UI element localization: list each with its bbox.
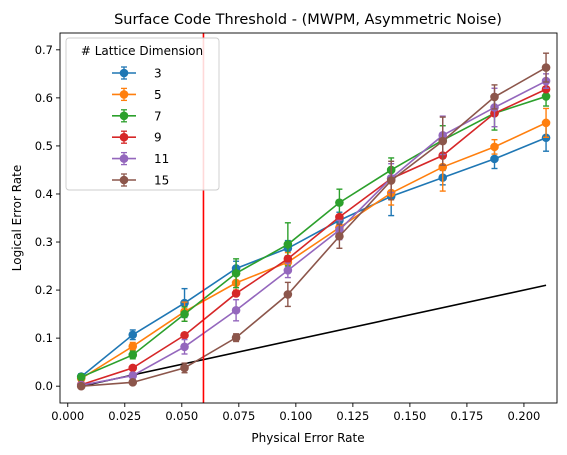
legend-marker	[119, 175, 129, 185]
series-line	[80, 88, 547, 386]
x-tick-label: 0.100	[279, 409, 312, 423]
series-15	[76, 52, 551, 391]
data-point	[541, 92, 551, 101]
x-tick-label: 0.075	[222, 409, 255, 423]
y-tick-label: 0.5	[35, 139, 53, 153]
legend-title: # Lattice Dimension	[81, 44, 203, 58]
legend-marker	[119, 90, 129, 99]
chart-title: Surface Code Threshold - (MWPM, Asymmetr…	[114, 12, 502, 28]
x-tick-label: 0.125	[336, 409, 369, 423]
data-point	[128, 350, 138, 360]
data-point	[438, 136, 448, 146]
legend-items: 3 5 7 9 11 15	[112, 66, 169, 188]
x-tick-label: 0.050	[165, 409, 198, 423]
data-point	[283, 240, 293, 249]
legend-label: 9	[154, 131, 162, 145]
y-tick-label: 0.1	[35, 331, 53, 345]
legend-item-15: 15	[112, 173, 169, 188]
data-point	[231, 305, 241, 315]
legend-item-5: 5	[112, 87, 162, 102]
data-point	[128, 330, 138, 340]
data-point	[541, 63, 551, 72]
data-point	[231, 333, 241, 342]
data-point	[386, 176, 396, 185]
y-tick-label: 0.4	[35, 187, 53, 201]
data-point	[541, 84, 551, 94]
data-point	[180, 342, 189, 352]
x-tick-label: 0.000	[51, 409, 84, 423]
data-point	[128, 371, 138, 380]
legend-item-11: 11	[112, 151, 169, 166]
data-point	[128, 341, 138, 351]
series-line	[81, 80, 547, 387]
data-point	[490, 154, 499, 164]
x-axis: 0.000 0.025 0.050 0.075 0.100 0.125 0.150 0.175…	[51, 403, 540, 423]
y-tick-label: 0.0	[35, 379, 53, 393]
plot-area	[76, 33, 551, 403]
y-axis: 0.0 0.1 0.2 0.3 0.4 0.5 0.6 0.7	[35, 43, 60, 393]
data-point	[541, 118, 551, 128]
data-point	[76, 381, 86, 391]
x-axis-label: Physical Error Rate	[251, 431, 364, 445]
series-line	[81, 66, 547, 387]
y-tick-label: 0.6	[35, 91, 53, 105]
data-point	[76, 372, 86, 382]
series-line	[80, 95, 547, 378]
legend-label: 7	[154, 109, 162, 123]
data-point	[180, 363, 189, 373]
y-tick-label: 0.7	[35, 43, 53, 57]
y-tick-label: 0.3	[35, 235, 53, 249]
x-tick-label: 0.175	[450, 409, 483, 423]
legend-label: 11	[154, 152, 169, 166]
legend-marker	[119, 132, 129, 142]
legend-marker	[119, 68, 129, 78]
legend-label: 15	[154, 174, 169, 188]
x-tick-label: 0.200	[507, 409, 540, 423]
data-point	[335, 198, 344, 207]
data-point	[128, 363, 138, 373]
y-axis-label: Logical Error Rate	[10, 165, 24, 271]
legend-label: 3	[154, 67, 162, 81]
data-point	[283, 266, 293, 275]
series-line	[80, 137, 547, 378]
legend-frame	[65, 37, 220, 191]
reference-line	[81, 284, 547, 387]
data-point	[335, 231, 344, 241]
legend: # Lattice Dimension 3 5 7 9 11 15	[65, 37, 220, 191]
data-point	[283, 290, 293, 299]
y-tick-label: 0.2	[35, 283, 53, 297]
data-point	[180, 330, 189, 340]
legend-marker	[119, 111, 129, 121]
legend-item-7: 7	[112, 109, 162, 123]
legend-item-9: 9	[112, 130, 162, 145]
x-tick-label: 0.025	[108, 409, 141, 423]
legend-item-3: 3	[112, 66, 162, 81]
data-point	[231, 289, 241, 298]
data-point	[490, 92, 499, 102]
data-point	[231, 268, 241, 278]
axes-frame	[59, 32, 558, 404]
legend-marker	[119, 154, 129, 163]
data-point	[283, 254, 293, 264]
data-point	[128, 378, 138, 387]
data-point	[335, 212, 344, 222]
legend-label: 5	[154, 88, 162, 102]
series-line	[80, 122, 547, 380]
data-point	[490, 142, 499, 152]
data-point	[180, 309, 189, 319]
x-tick-label: 0.150	[393, 409, 426, 423]
